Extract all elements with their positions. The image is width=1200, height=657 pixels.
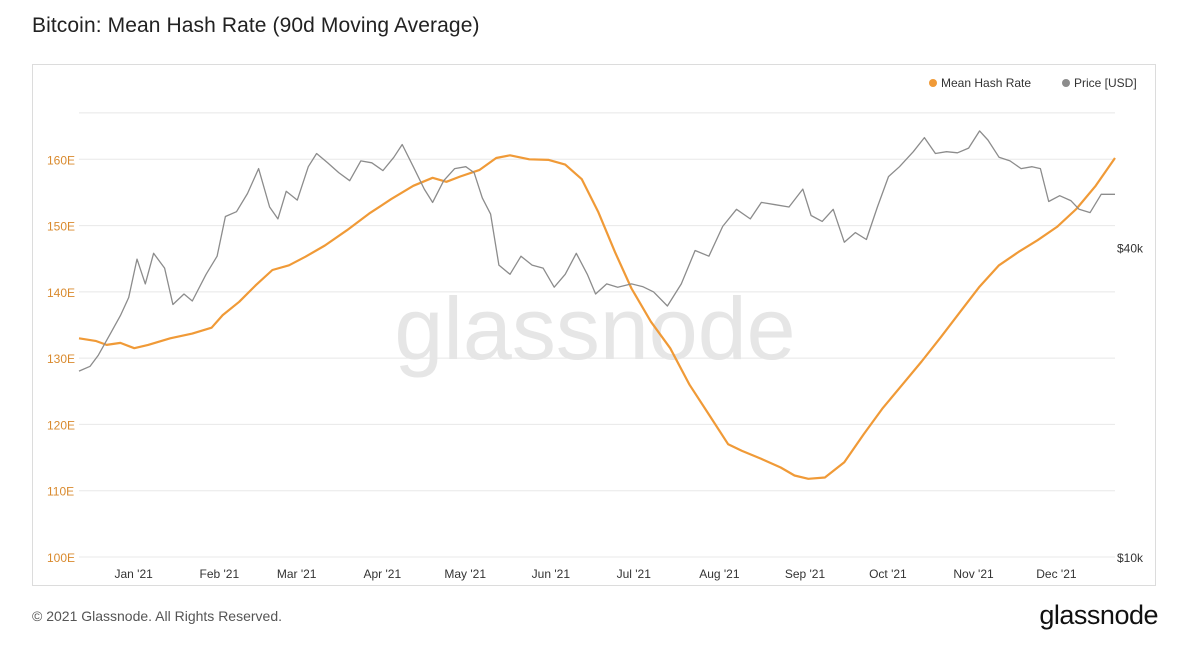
x-tick-label: Apr '21 <box>363 567 401 581</box>
y-right-tick-label: $40k <box>1117 242 1144 256</box>
price-line <box>78 130 1115 372</box>
chart-title: Bitcoin: Mean Hash Rate (90d Moving Aver… <box>32 14 480 37</box>
x-tick-label: Oct '21 <box>869 567 907 581</box>
series-layer <box>78 130 1116 480</box>
x-tick-label: Aug '21 <box>699 567 740 581</box>
y-left-tick-label: 130E <box>47 352 75 366</box>
hash-rate-chart: glassnode 100E 110E 120E 130E 140E 150E 160E $1… <box>47 76 1144 581</box>
legend-marker <box>1062 79 1070 87</box>
chart-panel: glassnode 100E 110E 120E 130E 140E 150E 160E $1… <box>32 64 1156 586</box>
axis-layer: 100E 110E 120E 130E 140E 150E 160E $10k $40k Jan … <box>47 153 1144 581</box>
glassnode-logo[interactable]: glassnode <box>1039 600 1158 630</box>
x-tick-label: Jun '21 <box>532 567 571 581</box>
y-left-tick-label: 140E <box>47 286 75 300</box>
legend-marker <box>929 79 937 87</box>
x-tick-label: May '21 <box>444 567 486 581</box>
x-tick-label: Mar '21 <box>277 567 317 581</box>
x-tick-label: Jul '21 <box>617 567 652 581</box>
legend: Mean Hash Rate Price [USD] <box>929 76 1137 90</box>
legend-label: Price [USD] <box>1074 76 1137 90</box>
x-tick-label: Sep '21 <box>785 567 826 581</box>
watermark: glassnode <box>394 279 795 378</box>
y-left-tick-label: 110E <box>47 485 74 499</box>
mean-hash-rate-line <box>78 154 1116 480</box>
y-right-tick-label: $10k <box>1117 551 1144 565</box>
y-left-tick-label: 120E <box>47 418 75 432</box>
x-tick-label: Feb '21 <box>199 567 239 581</box>
y-left-tick-label: 100E <box>47 551 75 565</box>
x-tick-label: Nov '21 <box>953 567 994 581</box>
y-left-tick-label: 160E <box>47 153 75 167</box>
x-tick-label: Jan '21 <box>115 567 154 581</box>
y-left-tick-label: 150E <box>47 220 75 234</box>
legend-label: Mean Hash Rate <box>941 76 1031 90</box>
copyright-text: © 2021 Glassnode. All Rights Reserved. <box>32 608 283 624</box>
x-tick-label: Dec '21 <box>1036 567 1077 581</box>
